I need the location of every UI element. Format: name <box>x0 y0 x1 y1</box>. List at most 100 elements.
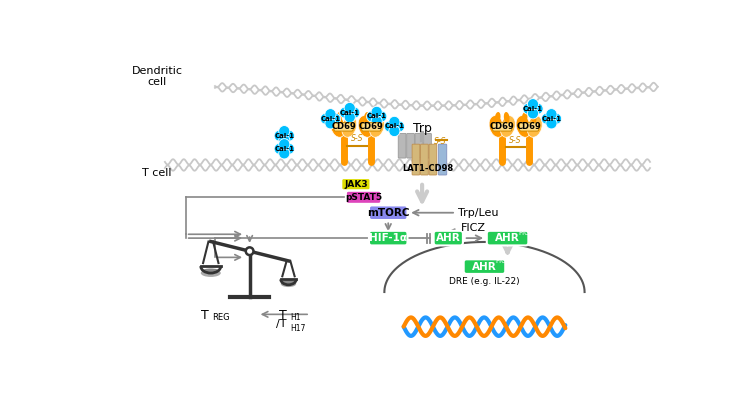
Ellipse shape <box>388 116 400 127</box>
Ellipse shape <box>349 107 360 118</box>
Ellipse shape <box>369 116 385 137</box>
Ellipse shape <box>280 281 296 287</box>
Ellipse shape <box>284 143 295 154</box>
Ellipse shape <box>495 112 500 123</box>
Ellipse shape <box>279 135 290 146</box>
Ellipse shape <box>394 121 404 132</box>
Text: Cal-1: Cal-1 <box>340 110 360 116</box>
Ellipse shape <box>279 139 290 150</box>
FancyBboxPatch shape <box>424 133 431 158</box>
Text: AHR: AHR <box>436 233 460 243</box>
Ellipse shape <box>532 103 543 114</box>
Ellipse shape <box>331 116 346 137</box>
FancyBboxPatch shape <box>334 123 353 131</box>
Ellipse shape <box>504 112 509 123</box>
Text: H1: H1 <box>290 313 301 322</box>
Ellipse shape <box>371 116 382 127</box>
Text: CD69: CD69 <box>359 122 384 131</box>
FancyBboxPatch shape <box>362 123 381 131</box>
Ellipse shape <box>282 280 295 284</box>
FancyBboxPatch shape <box>412 144 420 175</box>
Text: Cal-1: Cal-1 <box>320 116 340 122</box>
Ellipse shape <box>489 116 504 137</box>
Text: Trp/Leu: Trp/Leu <box>458 208 498 218</box>
Ellipse shape <box>384 121 395 132</box>
Ellipse shape <box>546 118 557 129</box>
Ellipse shape <box>531 112 536 123</box>
Ellipse shape <box>522 112 527 123</box>
FancyBboxPatch shape <box>421 144 428 175</box>
Ellipse shape <box>284 130 295 141</box>
Circle shape <box>246 247 254 255</box>
Ellipse shape <box>550 113 562 124</box>
FancyBboxPatch shape <box>520 123 538 131</box>
Text: FICZ: FICZ <box>461 223 486 233</box>
Ellipse shape <box>376 111 387 122</box>
Ellipse shape <box>358 116 374 137</box>
FancyBboxPatch shape <box>346 191 381 204</box>
FancyBboxPatch shape <box>369 231 407 246</box>
Ellipse shape <box>500 116 515 137</box>
Ellipse shape <box>325 118 336 129</box>
Ellipse shape <box>320 113 332 124</box>
FancyBboxPatch shape <box>406 133 415 158</box>
FancyBboxPatch shape <box>429 144 436 175</box>
Text: LAT1-CD98: LAT1-CD98 <box>403 164 454 173</box>
FancyBboxPatch shape <box>398 133 406 158</box>
FancyBboxPatch shape <box>433 231 463 246</box>
Ellipse shape <box>516 116 531 137</box>
Text: PIC2: PIC2 <box>495 258 511 264</box>
Ellipse shape <box>527 108 538 119</box>
FancyBboxPatch shape <box>487 231 528 246</box>
Text: H17: H17 <box>290 323 305 332</box>
Ellipse shape <box>202 268 219 273</box>
Text: S-S: S-S <box>509 136 522 145</box>
Ellipse shape <box>340 107 351 118</box>
FancyBboxPatch shape <box>464 259 506 274</box>
Text: AHR: AHR <box>495 233 520 243</box>
Text: Cal-1: Cal-1 <box>367 114 387 119</box>
Ellipse shape <box>329 113 340 124</box>
Ellipse shape <box>527 99 538 110</box>
Text: T: T <box>202 309 209 322</box>
Text: S-S: S-S <box>434 137 447 145</box>
Ellipse shape <box>371 107 382 118</box>
Text: T cell: T cell <box>142 168 172 178</box>
Text: Cal-1: Cal-1 <box>274 146 294 152</box>
Ellipse shape <box>274 130 285 141</box>
Ellipse shape <box>373 112 379 123</box>
Ellipse shape <box>367 111 378 122</box>
Text: DRE (e.g. IL-22): DRE (e.g. IL-22) <box>449 277 520 286</box>
Text: Cal-1: Cal-1 <box>385 123 404 129</box>
Ellipse shape <box>344 112 355 123</box>
Text: CD69: CD69 <box>490 122 514 131</box>
Text: T: T <box>279 309 287 322</box>
Text: Cal-1: Cal-1 <box>274 133 294 139</box>
Ellipse shape <box>279 126 290 137</box>
FancyBboxPatch shape <box>493 123 512 131</box>
Text: /T: /T <box>277 319 287 329</box>
Ellipse shape <box>201 269 220 277</box>
Ellipse shape <box>345 112 351 123</box>
Ellipse shape <box>344 103 355 114</box>
Text: CD69: CD69 <box>517 122 542 131</box>
Text: Cal-1: Cal-1 <box>542 116 562 122</box>
FancyBboxPatch shape <box>369 206 407 220</box>
Text: Cal-1: Cal-1 <box>523 106 543 112</box>
FancyBboxPatch shape <box>341 178 370 190</box>
Text: REG: REG <box>212 313 230 322</box>
Ellipse shape <box>364 112 370 123</box>
Text: mTORC: mTORC <box>367 208 410 218</box>
Ellipse shape <box>274 143 285 154</box>
Ellipse shape <box>325 108 336 120</box>
Ellipse shape <box>523 103 534 114</box>
Text: AHR: AHR <box>472 262 496 272</box>
Text: Dendritic
cell: Dendritic cell <box>132 66 183 87</box>
Text: JAK3: JAK3 <box>344 180 368 189</box>
Ellipse shape <box>546 108 557 120</box>
Text: HIF-1α: HIF-1α <box>369 233 407 243</box>
Text: Trp: Trp <box>413 122 431 135</box>
Text: PIC2: PIC2 <box>518 230 533 236</box>
Text: CD69: CD69 <box>332 122 356 131</box>
Ellipse shape <box>342 116 357 137</box>
